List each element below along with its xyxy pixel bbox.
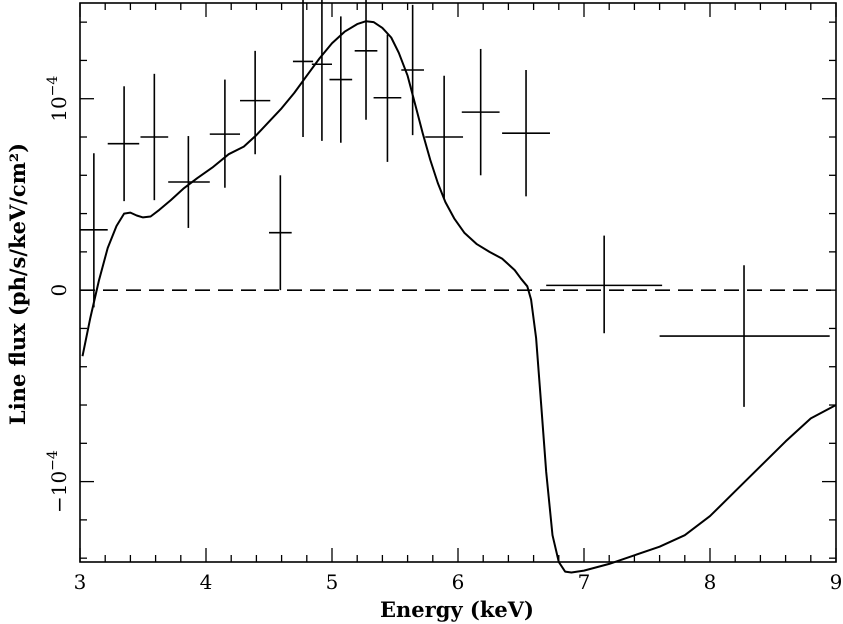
y-tick-exponent: −4 <box>45 76 61 97</box>
model-curve <box>81 20 837 574</box>
y-tick-mantissa: −10 <box>47 471 71 513</box>
plot-frame-layer <box>79 2 837 563</box>
y-tick-mantissa: 10 <box>47 96 71 121</box>
y-axis-title: Line flux (ph/s/keV/cm²) <box>5 143 30 425</box>
x-tick-label: 7 <box>578 570 591 594</box>
y-tick-label: 0 <box>47 284 71 297</box>
data-point <box>546 235 663 334</box>
data-point <box>240 50 271 155</box>
data-point <box>329 16 353 143</box>
y-tick-mantissa: 0 <box>47 284 71 297</box>
y-tick-label: 10−4 <box>45 76 71 122</box>
data-point <box>659 265 830 407</box>
y-tick-exponent: −4 <box>45 450 61 471</box>
data-point <box>425 75 464 199</box>
data-point <box>168 136 210 228</box>
data-point <box>502 70 550 197</box>
x-axis-title: Energy (keV) <box>380 597 534 622</box>
data-point <box>269 175 292 291</box>
plot-frame <box>79 2 837 563</box>
x-tick-label: 8 <box>704 570 717 594</box>
data-point <box>311 0 332 141</box>
x-tick-label: 5 <box>326 570 339 594</box>
data-point <box>140 73 169 201</box>
data-point <box>80 153 108 308</box>
data-point <box>107 86 140 202</box>
data-point <box>354 0 378 120</box>
data-point <box>461 48 500 176</box>
x-tick-label: 4 <box>200 570 213 594</box>
model-curve-layer <box>81 20 837 574</box>
x-tick-label: 6 <box>452 570 465 594</box>
data-point <box>373 34 402 162</box>
x-tick-label: 3 <box>74 570 87 594</box>
data-points-layer <box>80 0 830 407</box>
axis-ticks <box>79 3 837 562</box>
data-point <box>292 0 314 138</box>
data-point <box>209 79 241 188</box>
y-tick-label: −10−4 <box>45 450 71 513</box>
x-tick-label: 9 <box>830 570 843 594</box>
data-point <box>401 4 424 136</box>
